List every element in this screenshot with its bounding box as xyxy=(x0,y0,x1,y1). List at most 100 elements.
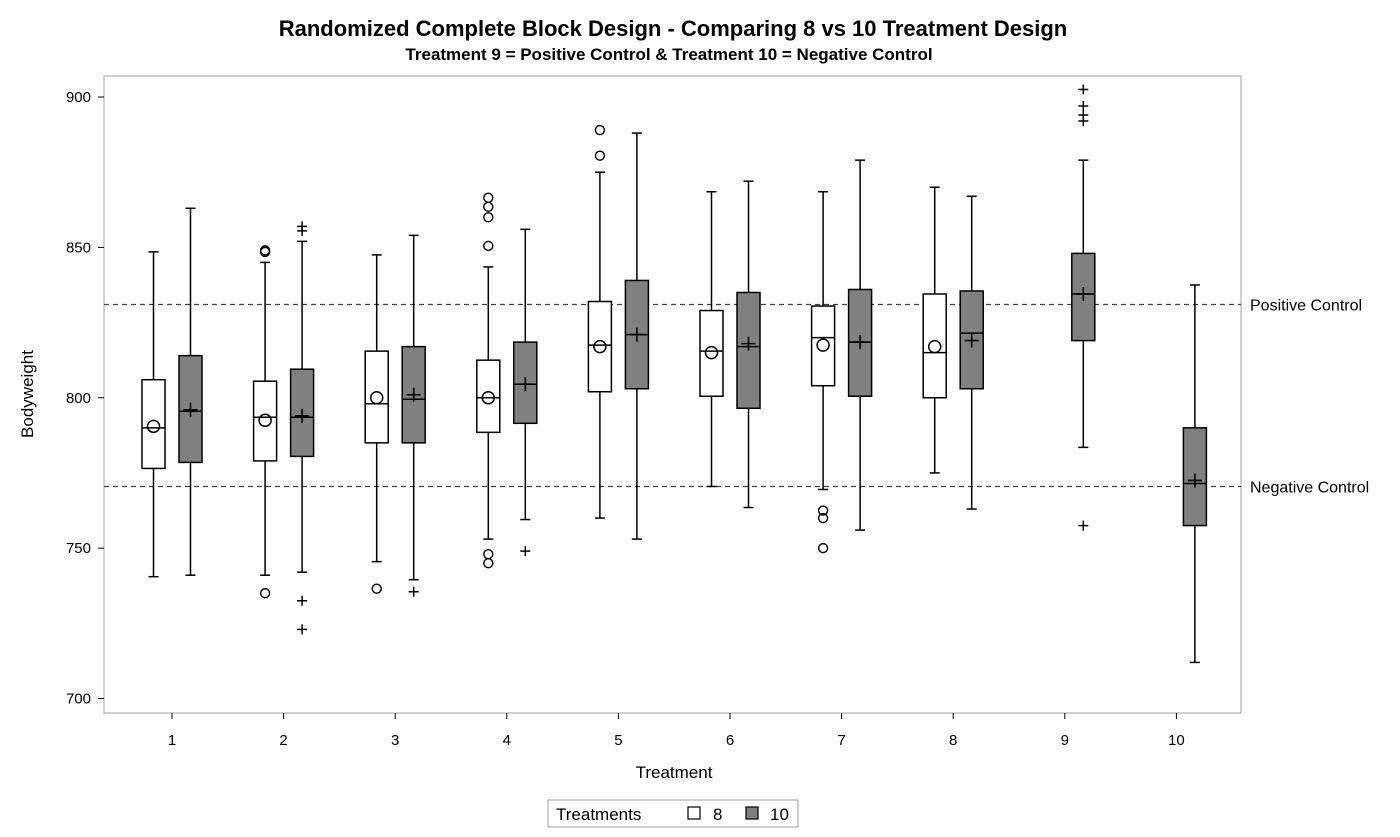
box-iqr xyxy=(364,350,389,444)
box-10-treatment-8 xyxy=(959,195,984,510)
mean-marker xyxy=(741,336,756,351)
mean-marker xyxy=(183,402,198,417)
box-iqr xyxy=(699,309,724,397)
box-iqr xyxy=(476,359,501,434)
legend-swatch-10 xyxy=(745,806,759,820)
outlier-point xyxy=(483,548,494,560)
box-8-treatment-4 xyxy=(476,192,501,569)
mean-marker xyxy=(816,338,830,352)
x-tick-label: 9 xyxy=(1061,732,1069,749)
box-8-treatment-3 xyxy=(364,254,389,594)
box-iqr xyxy=(252,380,278,462)
mean-marker xyxy=(853,335,868,350)
legend-label-8: 8 xyxy=(713,805,722,824)
x-axis-label: Treatment xyxy=(636,763,713,782)
x-tick-label: 4 xyxy=(503,732,511,749)
mean-marker xyxy=(964,333,979,348)
plot-area-frame xyxy=(103,75,1242,714)
box-10-treatment-1 xyxy=(178,207,203,576)
box-iqr xyxy=(141,378,166,470)
x-tick-label: 7 xyxy=(837,732,845,749)
box-iqr xyxy=(587,300,613,393)
y-tick-label: 900 xyxy=(66,89,91,106)
legend-label-10: 10 xyxy=(770,805,789,824)
y-tick-label: 800 xyxy=(66,390,91,407)
chart-subtitle: Treatment 9 = Positive Control & Treatme… xyxy=(405,45,932,64)
box-10-treatment-2 xyxy=(289,221,315,635)
y-tick-label: 700 xyxy=(66,691,91,708)
outlier-point xyxy=(297,595,308,606)
mean-marker xyxy=(481,391,496,405)
box-series-group xyxy=(141,84,1208,664)
mean-marker xyxy=(1076,286,1091,301)
box-8-treatment-5 xyxy=(587,124,613,519)
box-8-treatment-7 xyxy=(810,190,836,554)
outlier-point xyxy=(297,624,308,635)
mean-marker xyxy=(369,391,384,405)
outlier-point xyxy=(1078,84,1089,95)
mean-marker xyxy=(629,327,644,342)
box-8-treatment-1 xyxy=(141,251,166,578)
box-8-treatment-6 xyxy=(699,190,724,488)
box-10-treatment-4 xyxy=(513,228,538,557)
outlier-point xyxy=(594,124,606,136)
mean-marker xyxy=(704,345,719,360)
box-10-treatment-6 xyxy=(736,180,761,509)
outlier-point xyxy=(408,586,419,597)
mean-marker xyxy=(1187,473,1202,488)
outlier-point xyxy=(1078,520,1089,531)
outlier-point xyxy=(817,505,829,516)
box-10-treatment-10 xyxy=(1182,284,1208,664)
box-iqr xyxy=(922,293,947,399)
reference-line-label: Negative Control xyxy=(1250,479,1369,496)
x-tick-label: 6 xyxy=(726,732,734,749)
mean-marker xyxy=(295,408,310,423)
outlier-point xyxy=(817,512,829,524)
box-10-treatment-9 xyxy=(1071,84,1096,531)
outlier-point xyxy=(520,546,531,557)
mean-marker xyxy=(146,419,161,434)
outlier-point xyxy=(483,192,494,203)
outlier-point xyxy=(1078,110,1089,121)
legend-swatch-8 xyxy=(687,806,701,820)
reference-line-label: Positive Control xyxy=(1250,298,1362,315)
x-axis: 1 2 3 4 5 6 7 8 9 10 xyxy=(168,713,1185,749)
x-tick-label: 8 xyxy=(949,732,957,749)
x-tick-label: 5 xyxy=(614,732,622,749)
outlier-point xyxy=(483,212,494,223)
mean-marker xyxy=(258,413,272,428)
box-10-treatment-5 xyxy=(624,132,650,540)
reference-lines: Positive Control Negative Control xyxy=(104,298,1369,496)
outlier-point xyxy=(297,221,308,232)
box-8-treatment-2 xyxy=(252,245,278,599)
legend: Treatments 8 10 xyxy=(547,799,799,828)
chart-title: Randomized Complete Block Design - Compa… xyxy=(279,16,1068,41)
outlier-point xyxy=(483,557,494,569)
mean-marker xyxy=(927,339,942,354)
outlier-point xyxy=(483,201,494,212)
box-10-treatment-7 xyxy=(847,159,873,531)
outlier-point xyxy=(259,588,271,599)
y-axis: 700 750 800 850 900 xyxy=(66,89,104,708)
y-tick-label: 850 xyxy=(66,239,91,256)
outlier-point xyxy=(483,240,494,252)
mean-marker xyxy=(518,377,533,392)
outlier-point xyxy=(1078,101,1089,112)
outlier-point xyxy=(259,245,271,256)
x-tick-label: 1 xyxy=(168,732,176,749)
legend-title: Treatments xyxy=(556,805,641,824)
y-tick-label: 750 xyxy=(66,540,91,557)
y-axis-label: Bodyweight xyxy=(18,350,37,438)
box-8-treatment-8 xyxy=(922,186,947,474)
outlier-point xyxy=(371,583,382,594)
mean-marker xyxy=(406,387,421,402)
x-tick-label: 2 xyxy=(279,732,287,749)
x-tick-label: 3 xyxy=(391,732,399,749)
box-iqr xyxy=(810,305,836,387)
mean-marker xyxy=(593,339,607,354)
outlier-point xyxy=(817,542,829,554)
box-10-treatment-3 xyxy=(401,234,426,597)
x-tick-label: 10 xyxy=(1168,732,1185,749)
outlier-point xyxy=(594,150,606,161)
